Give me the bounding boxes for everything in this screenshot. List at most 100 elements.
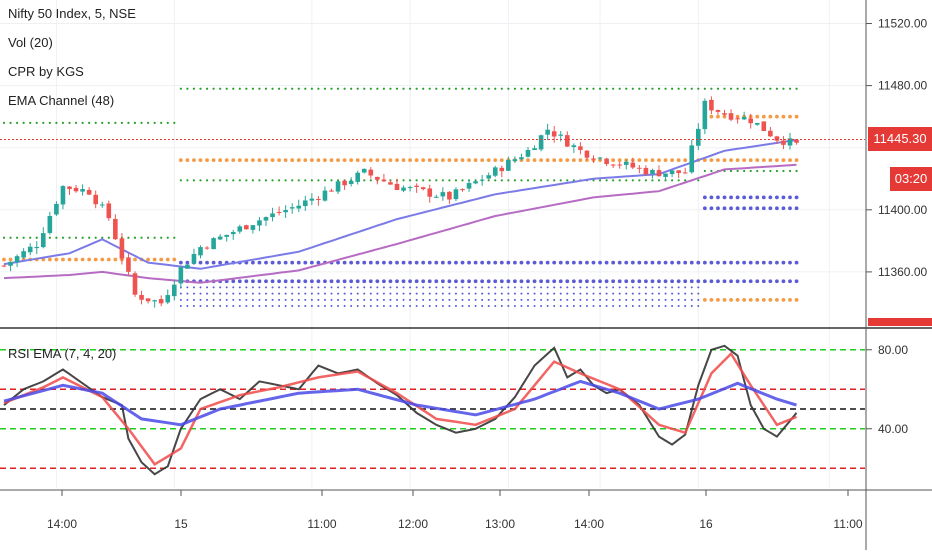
cpr-dot <box>729 206 733 211</box>
candle-body <box>152 300 157 302</box>
cpr-dot <box>330 286 333 289</box>
cpr-dot <box>178 260 183 265</box>
cpr-dot <box>389 298 392 301</box>
cpr-dot <box>520 286 523 289</box>
x-tick-label: 12:00 <box>398 517 428 531</box>
cpr-dot <box>87 257 92 262</box>
cpr-dot <box>16 236 19 239</box>
cpr-dot <box>460 158 465 163</box>
cpr-dot <box>631 298 634 301</box>
cpr-dot <box>684 292 687 295</box>
candle-body <box>270 213 275 218</box>
cpr-dot <box>303 260 308 265</box>
cpr-dot <box>238 292 241 295</box>
cpr-dot <box>434 260 439 265</box>
cpr-dot <box>775 158 779 163</box>
cpr-dot <box>481 305 484 308</box>
cpr-dot <box>199 179 202 182</box>
cpr-dot <box>330 298 333 301</box>
candle-body <box>191 253 197 264</box>
cpr-dot <box>271 179 274 182</box>
cpr-dot <box>729 279 733 284</box>
cpr-dot <box>709 279 714 284</box>
cpr-dot <box>350 305 353 308</box>
cpr-dot <box>133 236 137 239</box>
cpr-dot <box>310 179 313 182</box>
cpr-dot <box>612 179 615 182</box>
cpr-dot <box>448 286 451 289</box>
cpr-dot <box>153 236 156 239</box>
cpr-dot <box>748 206 753 211</box>
cpr-dot <box>716 158 720 163</box>
cpr-dot <box>133 257 137 262</box>
cpr-dot <box>579 286 582 289</box>
cpr-dot <box>585 286 588 289</box>
candle-body <box>335 181 341 192</box>
cpr-dot <box>238 179 241 182</box>
cpr-dot <box>388 260 393 265</box>
cpr-dot <box>520 292 523 295</box>
cpr-dot <box>428 286 431 289</box>
cpr-dot <box>775 87 779 90</box>
cpr-dot <box>572 87 575 90</box>
cpr-dot <box>506 279 511 284</box>
legend-volume[interactable]: Vol (20) <box>8 35 53 50</box>
legend-ema-channel[interactable]: EMA Channel (48) <box>8 93 115 108</box>
candle-body <box>774 136 780 141</box>
cpr-dot <box>415 286 418 289</box>
candle-body <box>506 159 511 171</box>
cpr-dot <box>363 305 366 308</box>
candle-body <box>669 170 675 175</box>
cpr-dot <box>291 179 294 182</box>
cpr-dot <box>316 158 321 163</box>
cpr-dot <box>768 206 773 211</box>
cpr-dot <box>265 305 267 308</box>
cpr-dot <box>585 260 589 265</box>
cpr-dot <box>68 236 71 239</box>
cpr-dot <box>690 298 693 301</box>
cpr-dot <box>428 179 431 182</box>
cpr-dot <box>553 179 556 182</box>
cpr-dot <box>781 279 786 284</box>
cpr-dot <box>762 169 765 173</box>
cpr-dot <box>526 279 530 284</box>
cpr-dot <box>755 114 760 119</box>
cpr-dot <box>55 121 58 124</box>
cpr-dot <box>323 87 327 90</box>
cpr-dot <box>127 236 130 239</box>
cpr-dot <box>676 260 681 265</box>
cpr-dot <box>356 292 359 295</box>
cpr-dot <box>579 298 582 301</box>
cpr-dot <box>612 292 615 295</box>
cpr-dot <box>658 298 660 301</box>
candle-body <box>794 139 799 143</box>
candles-series <box>1 96 799 308</box>
cpr-dot <box>487 87 490 90</box>
cpr-dot <box>461 305 464 308</box>
cpr-dot <box>611 260 616 265</box>
cpr-dot <box>572 305 575 308</box>
cpr-dot <box>768 279 773 284</box>
cpr-dot <box>559 179 562 182</box>
cpr-dot <box>225 298 228 301</box>
cpr-dot <box>651 292 654 295</box>
cpr-dot <box>441 87 444 90</box>
cpr-dot <box>723 87 726 90</box>
cpr-dot <box>107 236 110 239</box>
y-tick-label: 11400.00 <box>878 203 927 217</box>
cpr-dot <box>106 257 111 262</box>
cpr-dot <box>186 286 189 289</box>
cpr-dot <box>22 236 25 239</box>
cpr-dot <box>676 279 681 284</box>
cpr-dot <box>212 286 215 289</box>
cpr-dot <box>657 260 661 265</box>
cpr-dot <box>781 114 786 119</box>
legend-rsi-ema[interactable]: RSI EMA (7, 4, 20) <box>8 346 117 361</box>
cpr-dot <box>671 87 674 90</box>
legend-cpr[interactable]: CPR by KGS <box>8 64 84 79</box>
legend-symbol[interactable]: Nifty 50 Index, 5, NSE <box>8 6 136 21</box>
cpr-dot <box>768 195 773 200</box>
x-tick-label: 14:00 <box>574 517 604 531</box>
cpr-dot <box>578 158 583 163</box>
